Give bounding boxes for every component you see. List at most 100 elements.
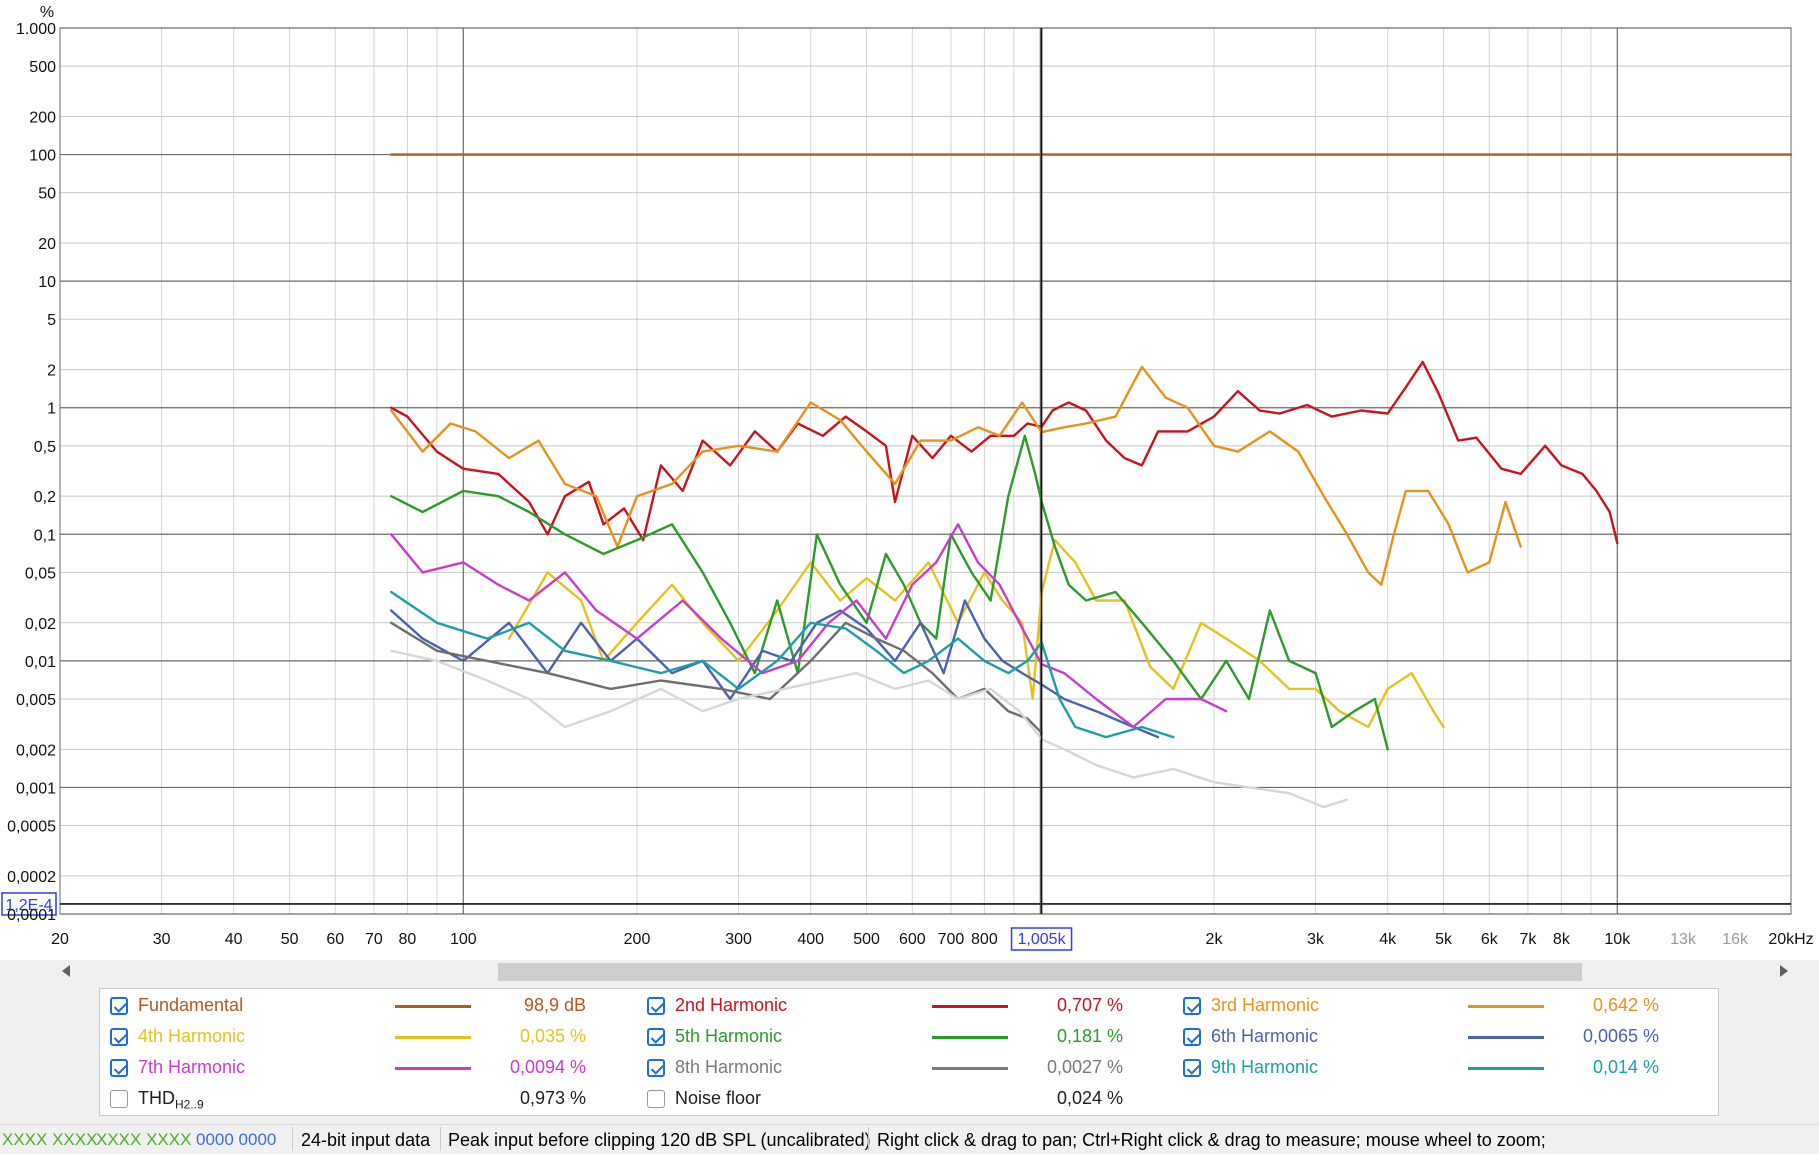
legend-swatch [395,1067,471,1070]
legend-value: 0,014 % [1592,1057,1659,1077]
x-tick-label: 16k [1722,931,1749,948]
distortion-chart[interactable]: 1,005k 1,2E-4 1.000 500 200 100 50 20 10 5 2 1 0,5 0… [0,0,1819,960]
series-line-4th-harmonic [507,538,1445,729]
y-tick-label: 0,2 [34,489,56,506]
legend-label: 4th Harmonic [138,1026,246,1046]
x-tick-label: 20 [51,931,69,948]
y-unit-label: % [40,4,54,21]
legend-panel: Fundamental 98,9 dB 2nd Harmonic 0,707 % 3rd… [99,988,1719,1116]
x-tick-label: 10k [1604,931,1631,948]
legend-checkbox-9th-harmonic[interactable] [1183,1059,1201,1077]
legend-checkbox-5th-harmonic[interactable] [647,1028,665,1046]
series-layer [390,153,1793,809]
chart-background [0,0,1819,960]
legend-item-2nd-harmonic[interactable]: 2nd Harmonic 0,707 % [647,992,1167,1020]
legend-value: 0,024 % [1056,1088,1123,1108]
plot-frame [59,27,1792,915]
legend-item-5th-harmonic[interactable]: 5th Harmonic 0,181 % [647,1023,1167,1051]
legend-checkbox-4th-harmonic[interactable] [110,1028,128,1046]
status-bar: XXXX XXXX XXXX XXXX 0000 0000 24-bit inp… [0,1124,1819,1154]
scroll-left-arrow[interactable] [62,965,70,977]
legend-item-4th-harmonic[interactable]: 4th Harmonic 0,035 % [110,1023,630,1051]
legend-item-6th-harmonic[interactable]: 6th Harmonic 0,0065 % [1183,1023,1703,1051]
y-tick-label: 0,02 [25,616,56,633]
y-tick-label: 200 [29,109,56,126]
legend-swatch [932,1067,1008,1070]
x-tick-label: 3k [1307,931,1325,948]
legend-label: THDH2..9 [138,1088,204,1112]
y-tick-label: 100 [29,148,56,165]
series-line-7th-harmonic [390,523,1228,729]
x-tick-label: 5k [1435,931,1453,948]
legend-label: 7th Harmonic [138,1057,246,1077]
x-tick-label: 7k [1519,931,1537,948]
x-tick-label: 800 [971,931,998,948]
scroll-right-arrow[interactable] [1780,965,1788,977]
major-grid [59,27,1792,915]
series-line-8th-harmonic [390,621,1043,734]
y-tick-label: 1.000 [16,21,56,38]
series-line-2nd-harmonic [390,360,1619,545]
legend-checkbox-8th-harmonic[interactable] [647,1059,665,1077]
cursor-x-readout: 1,005k [1018,931,1067,948]
legend-checkbox-fundamental[interactable] [110,997,128,1015]
y-tick-label: 1 [47,401,56,418]
legend-item-3rd-harmonic[interactable]: 3rd Harmonic 0,642 % [1183,992,1703,1020]
legend-label: 6th Harmonic [1211,1026,1319,1046]
legend-label: 5th Harmonic [675,1026,783,1046]
legend-item-7th-harmonic[interactable]: 7th Harmonic 0,0094 % [110,1054,630,1082]
scroll-thumb[interactable] [498,963,1582,981]
x-tick-label: 40 [225,931,243,948]
legend-label: 2nd Harmonic [675,995,788,1015]
peak-info: Peak input before clipping 120 dB SPL (u… [448,1130,871,1150]
cursor-x-readout-box [1010,927,1073,951]
y-tick-label: 0,1 [34,527,56,544]
legend-checkbox-thd[interactable] [110,1090,128,1108]
x-tick-label: 100 [450,931,477,948]
legend-label: Fundamental [138,995,244,1015]
axis-labels: 1.000 500 200 100 50 20 10 5 2 1 0,5 0,2 0,1 0,05 0,02… [7,4,1814,948]
legend-item-fundamental[interactable]: Fundamental 98,9 dB [110,992,630,1020]
legend-item-9th-harmonic[interactable]: 9th Harmonic 0,014 % [1183,1054,1703,1082]
legend-value: 0,642 % [1592,995,1659,1015]
legend-item-8th-harmonic[interactable]: 8th Harmonic 0,0027 % [647,1054,1167,1082]
legend-checkbox-7th-harmonic[interactable] [110,1059,128,1077]
legend-swatch [1468,1036,1544,1039]
x-tick-label: 13k [1670,931,1697,948]
legend-item-noise-floor[interactable]: Noise floor 0,024 % [647,1085,1167,1113]
cursor-layer: 1,005k 1,2E-4 [1,28,1791,951]
y-tick-label: 20 [38,236,56,253]
legend-checkbox-3rd-harmonic[interactable] [1183,997,1201,1015]
x-tick-label: 2k [1206,931,1224,948]
series-line-6th-harmonic [390,599,1160,739]
legend-swatch [395,1036,471,1039]
series-line-noise-floor [390,649,1349,809]
legend-label: 3rd Harmonic [1211,995,1320,1015]
y-tick-label: 0,5 [34,439,56,456]
legend-value: 0,035 % [519,1026,586,1046]
cursor-y-readout: 1,2E-4 [5,897,52,914]
y-tick-label: 0,001 [16,780,56,797]
legend-value: 0,0094 % [509,1057,586,1077]
legend-checkbox-2nd-harmonic[interactable] [647,997,665,1015]
legend-item-thd[interactable]: THDH2..9 0,973 % [110,1085,630,1113]
x-tick-label: 60 [326,931,344,948]
hint-text: Right click & drag to pan; Ctrl+Right cl… [877,1130,1546,1150]
legend-label: 9th Harmonic [1211,1057,1319,1077]
y-tick-label: 0,0001 [7,907,56,924]
x-tick-label: 4k [1379,931,1397,948]
legend-value: 0,181 % [1056,1026,1123,1046]
x-tick-label: 700 [938,931,965,948]
legend-checkbox-noise-floor[interactable] [647,1090,665,1108]
y-tick-label: 0,01 [25,654,56,671]
horizontal-scrollbar[interactable] [60,962,1790,982]
legend-value: 0,0027 % [1046,1057,1123,1077]
y-tick-label: 50 [38,186,56,203]
x-tick-label: 600 [899,931,926,948]
legend-value: 0,707 % [1056,995,1123,1015]
y-tick-label: 2 [47,363,56,380]
legend-checkbox-6th-harmonic[interactable] [1183,1028,1201,1046]
meter-green-1: XXXX XXXX [2,1130,98,1149]
x-tick-label: 400 [797,931,824,948]
x-tick-label: 20kHz [1768,931,1813,948]
